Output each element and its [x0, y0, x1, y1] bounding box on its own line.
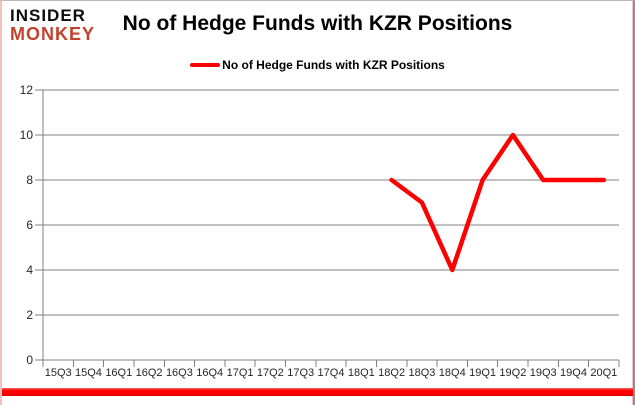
- x-tick-label: 18Q3: [408, 367, 436, 379]
- x-tick-label: 15Q3: [44, 367, 72, 379]
- x-tick-label: 16Q1: [105, 367, 133, 379]
- y-tick-label: 4: [26, 263, 33, 277]
- x-tick-label: 17Q2: [256, 367, 284, 379]
- series-line: [389, 132, 607, 273]
- y-tick-label: 10: [19, 128, 33, 142]
- x-tick-label: 18Q1: [347, 367, 375, 379]
- y-tick-label: 6: [26, 218, 33, 232]
- x-axis-labels: 15Q3 15Q4 16Q1 16Q2 16Q3 16Q4 17Q1 17Q2 17Q3 17Q4…: [43, 367, 633, 383]
- x-tick-label: 15Q4: [75, 367, 102, 379]
- legend: No of Hedge Funds with KZR Positions: [2, 58, 633, 72]
- x-tick-label: 17Q1: [226, 367, 254, 379]
- x-tick-label: 17Q4: [317, 367, 345, 379]
- x-tick-label: 16Q2: [135, 367, 163, 379]
- insider-monkey-logo: INSIDER MONKEY: [10, 7, 95, 43]
- x-tick-label: 18Q4: [438, 367, 466, 379]
- x-tick-label: 19Q3: [529, 367, 557, 379]
- y-axis-labels: 0 2 4 6 8 10 12: [2, 1, 33, 405]
- y-tick-label: 2: [26, 308, 33, 322]
- x-tick-label: 19Q4: [560, 367, 587, 379]
- plot-area: [35, 89, 620, 367]
- logo-text-insider: INSIDER: [10, 6, 86, 25]
- legend-label: No of Hedge Funds with KZR Positions: [222, 58, 445, 72]
- x-tick-label: 16Q3: [165, 367, 193, 379]
- y-tick-label: 0: [26, 353, 33, 367]
- x-tick-label: 19Q1: [469, 367, 497, 379]
- logo-text-monkey: MONKEY: [10, 24, 96, 44]
- x-tick-label: 18Q2: [378, 367, 406, 379]
- x-tick-label: 17Q3: [287, 367, 315, 379]
- x-tick-label: 19Q2: [499, 367, 527, 379]
- y-tick-label: 12: [19, 83, 33, 97]
- x-tick-label: 16Q4: [196, 367, 224, 379]
- y-tick-label: 8: [26, 173, 33, 187]
- bottom-red-bar: [2, 388, 633, 396]
- chart-title: No of Hedge Funds with KZR Positions: [122, 12, 513, 35]
- legend-line-swatch: [190, 62, 221, 68]
- x-tick-label: 20Q1: [590, 367, 618, 379]
